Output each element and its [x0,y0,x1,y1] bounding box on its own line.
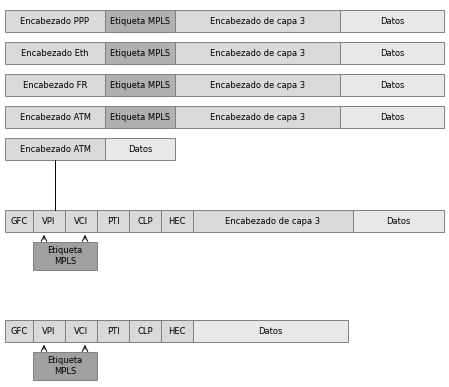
Text: Datos: Datos [258,327,283,336]
Text: Etiqueta MPLS: Etiqueta MPLS [110,48,170,58]
Text: Encabezado de capa 3: Encabezado de capa 3 [210,17,305,26]
Text: Etiqueta MPLS: Etiqueta MPLS [110,80,170,89]
Text: Datos: Datos [380,48,404,58]
Text: Encabezado de capa 3: Encabezado de capa 3 [210,80,305,89]
Text: Etiqueta MPLS: Etiqueta MPLS [110,113,170,122]
Bar [65,210,97,232]
Bar [5,138,105,160]
Bar [340,106,444,128]
Text: PTI: PTI [107,327,119,336]
Text: VCI: VCI [74,327,88,336]
Bar [97,210,129,232]
Bar [65,320,97,342]
Bar [97,320,129,342]
Bar [5,10,105,32]
Text: Encabezado PPP: Encabezado PPP [21,17,89,26]
Text: CLP: CLP [137,216,153,226]
Text: Encabezado de capa 3: Encabezado de capa 3 [225,216,321,226]
Bar [5,320,33,342]
Bar [353,210,444,232]
Bar [105,106,175,128]
Text: Etiqueta
MPLS: Etiqueta MPLS [48,356,83,376]
Text: VPI: VPI [42,327,56,336]
Bar [5,106,105,128]
Bar [340,42,444,64]
Text: Encabezado de capa 3: Encabezado de capa 3 [210,48,305,58]
Bar [340,74,444,96]
Bar [33,242,97,270]
Text: Datos: Datos [128,144,152,154]
Bar [175,10,340,32]
Text: Datos: Datos [380,17,404,26]
Bar [5,74,105,96]
Text: PTI: PTI [107,216,119,226]
Bar [105,138,175,160]
Bar [105,10,175,32]
Text: Datos: Datos [380,113,404,122]
Text: GFC: GFC [10,327,28,336]
Text: Etiqueta MPLS: Etiqueta MPLS [110,17,170,26]
Bar [5,42,105,64]
Bar [105,42,175,64]
Text: Datos: Datos [380,80,404,89]
Bar [175,42,340,64]
Text: VCI: VCI [74,216,88,226]
Bar [193,320,348,342]
Bar [105,74,175,96]
Text: Datos: Datos [386,216,411,226]
Text: CLP: CLP [137,327,153,336]
Bar [161,320,193,342]
Bar [175,106,340,128]
Bar [340,10,444,32]
Bar [161,210,193,232]
Bar [129,320,161,342]
Bar [175,74,340,96]
Text: GFC: GFC [10,216,28,226]
Bar [193,210,353,232]
Text: Encabezado Eth: Encabezado Eth [21,48,89,58]
Text: Encabezado FR: Encabezado FR [23,80,87,89]
Bar [5,210,33,232]
Text: HEC: HEC [168,327,186,336]
Text: Etiqueta
MPLS: Etiqueta MPLS [48,246,83,266]
Text: Encabezado ATM: Encabezado ATM [19,113,91,122]
Text: Encabezado ATM: Encabezado ATM [19,144,91,154]
Text: VPI: VPI [42,216,56,226]
Bar [33,320,65,342]
Bar [33,352,97,380]
Bar [129,210,161,232]
Text: Encabezado de capa 3: Encabezado de capa 3 [210,113,305,122]
Bar [33,210,65,232]
Text: HEC: HEC [168,216,186,226]
